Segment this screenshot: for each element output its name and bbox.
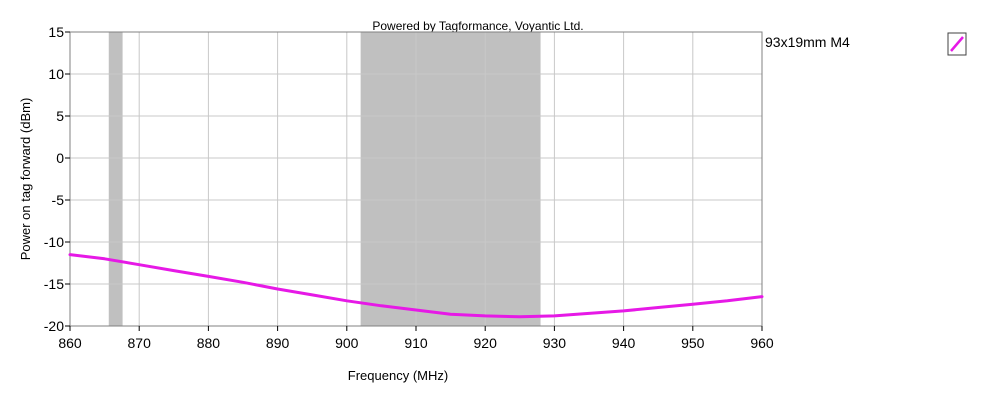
x-tick-label: 860 [58, 335, 82, 351]
x-tick-label: 900 [335, 335, 359, 351]
x-tick-label: 950 [681, 335, 705, 351]
x-tick-label: 960 [750, 335, 774, 351]
y-tick-label: 15 [48, 24, 64, 40]
y-axis-title: Power on tag forward (dBm) [18, 98, 33, 261]
x-tick-label: 910 [404, 335, 428, 351]
x-axis-ticks: 860 870 880 890 900 910 920 930 940 950 960 [58, 326, 774, 351]
legend: 93x19mm M4 [765, 32, 967, 56]
legend-swatch-icon [947, 32, 967, 56]
grid-lines [69, 31, 763, 327]
x-tick-label: 870 [128, 335, 152, 351]
shaded-band-0 [108, 32, 123, 326]
x-tick-label: 930 [543, 335, 567, 351]
y-tick-label: 10 [48, 66, 64, 82]
x-tick-label: 880 [197, 335, 221, 351]
series-line-0 [68, 253, 764, 319]
shaded-band-1 [360, 32, 541, 326]
y-tick-label: -10 [44, 234, 64, 250]
x-axis-title: Frequency (MHz) [348, 368, 448, 383]
y-tick-label: -5 [52, 192, 65, 208]
y-tick-label: -15 [44, 276, 64, 292]
y-tick-label: -20 [44, 318, 64, 334]
shaded-bands [108, 32, 541, 326]
y-axis-ticks: 15 10 5 0 -5 -10 -15 -20 [44, 24, 70, 334]
x-tick-label: 920 [474, 335, 498, 351]
x-tick-label: 940 [612, 335, 636, 351]
chart-subtitle: Powered by Tagformance, Voyantic Ltd. [372, 19, 583, 33]
series-lines [68, 253, 764, 319]
y-tick-label: 0 [56, 150, 64, 166]
x-tick-label: 890 [266, 335, 290, 351]
legend-series-label: 93x19mm M4 [765, 34, 850, 50]
y-tick-label: 5 [56, 108, 64, 124]
